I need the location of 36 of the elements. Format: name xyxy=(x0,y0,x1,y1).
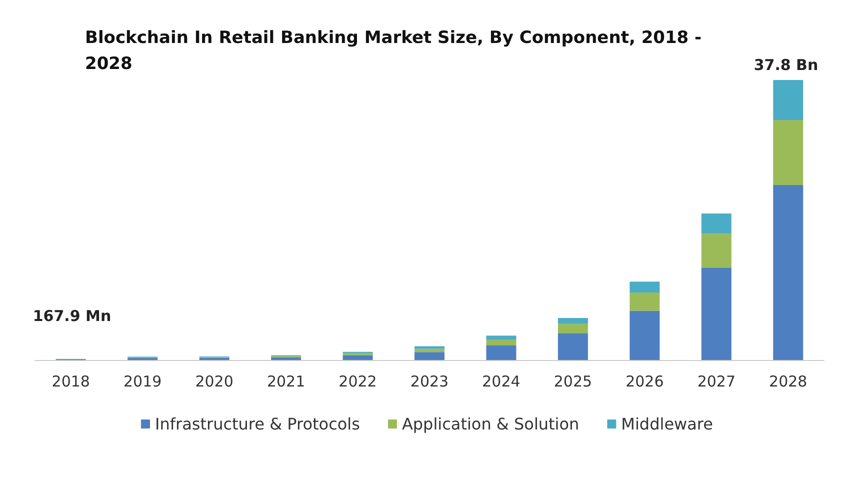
bar xyxy=(486,336,516,340)
bar xyxy=(558,318,588,324)
bar xyxy=(486,340,516,346)
bar xyxy=(701,268,732,360)
x-tick-label: 2022 xyxy=(338,372,377,390)
annotation: 167.9 Mn xyxy=(32,307,112,325)
x-tick-label: 2020 xyxy=(195,372,234,390)
bar xyxy=(630,282,660,293)
x-tick-label: 2025 xyxy=(554,372,592,390)
legend-label: Infrastructure & Protocols xyxy=(155,414,360,434)
bar xyxy=(701,234,732,268)
bar xyxy=(773,120,804,185)
bar xyxy=(414,346,444,349)
legend-label: Middleware xyxy=(621,414,713,434)
legend-label: Application & Solution xyxy=(402,414,580,434)
bar xyxy=(773,80,804,120)
x-tick-label: 2026 xyxy=(626,372,664,390)
bar xyxy=(271,357,302,360)
bar xyxy=(630,292,660,311)
x-tick-label: 2018 xyxy=(52,372,90,390)
chart-title: Blockchain In Retail Banking Market Size, By Component, 2018 - 2028 xyxy=(85,28,708,74)
bar xyxy=(558,324,588,334)
bar xyxy=(486,345,516,360)
x-tick-label: 2021 xyxy=(266,372,306,390)
x-tick-label: 2019 xyxy=(123,372,162,390)
bar xyxy=(701,214,732,234)
x-tick-label: 2028 xyxy=(769,372,808,390)
bar xyxy=(342,356,373,360)
bar xyxy=(414,352,444,360)
x-tick-label: 2023 xyxy=(410,372,449,390)
x-tick-label: 2027 xyxy=(697,372,736,390)
bar xyxy=(630,310,660,360)
bar xyxy=(773,185,804,360)
x-tick-label: 2024 xyxy=(482,372,520,390)
text: 37.8 Bn xyxy=(754,56,818,74)
bar xyxy=(558,333,588,360)
